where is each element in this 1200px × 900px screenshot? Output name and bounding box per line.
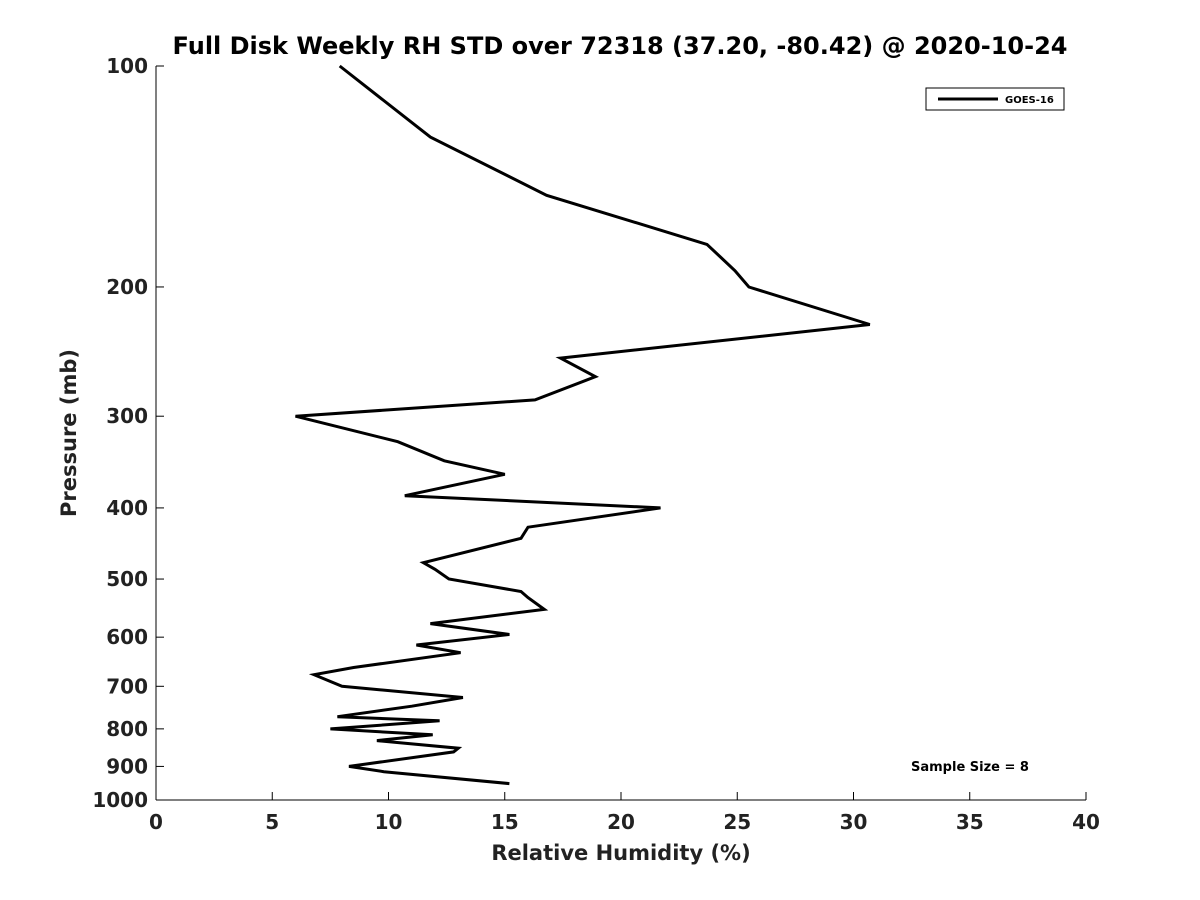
x-axis-label: Relative Humidity (%) (491, 841, 750, 865)
x-axis-ticks: 0 5 10 15 20 25 30 35 40 (149, 792, 1100, 834)
series-line-goes-16 (295, 64, 871, 786)
series-group (295, 64, 871, 786)
y-tick-label: 300 (106, 404, 148, 428)
x-tick-label: 40 (1072, 810, 1100, 834)
x-tick-label: 25 (723, 810, 751, 834)
x-tick-label: 5 (265, 810, 279, 834)
legend: GOES-16 (925, 87, 1065, 111)
y-tick-label: 400 (106, 496, 148, 520)
x-tick-label: 30 (840, 810, 868, 834)
x-tick-label: 0 (149, 810, 163, 834)
x-tick-label: 35 (956, 810, 984, 834)
y-axis-ticks: 100 200 300 400 500 600 700 800 900 1000 (92, 54, 164, 812)
y-tick-label: 800 (106, 717, 148, 741)
legend-label: GOES-16 (1005, 95, 1054, 106)
y-tick-label: 200 (106, 275, 148, 299)
sample-size-annotation: Sample Size = 8 (911, 760, 1029, 775)
x-tick-label: 15 (491, 810, 519, 834)
y-tick-label: 600 (106, 625, 148, 649)
y-tick-label: 500 (106, 567, 148, 591)
y-tick-label: 100 (106, 54, 148, 78)
y-axis-label: Pressure (mb) (57, 349, 81, 517)
y-tick-label: 1000 (92, 788, 148, 812)
x-tick-label: 20 (607, 810, 635, 834)
chart-title: Full Disk Weekly RH STD over 72318 (37.2… (173, 32, 1068, 60)
x-tick-label: 10 (375, 810, 403, 834)
y-tick-label: 900 (106, 754, 148, 778)
y-tick-label: 700 (106, 674, 148, 698)
